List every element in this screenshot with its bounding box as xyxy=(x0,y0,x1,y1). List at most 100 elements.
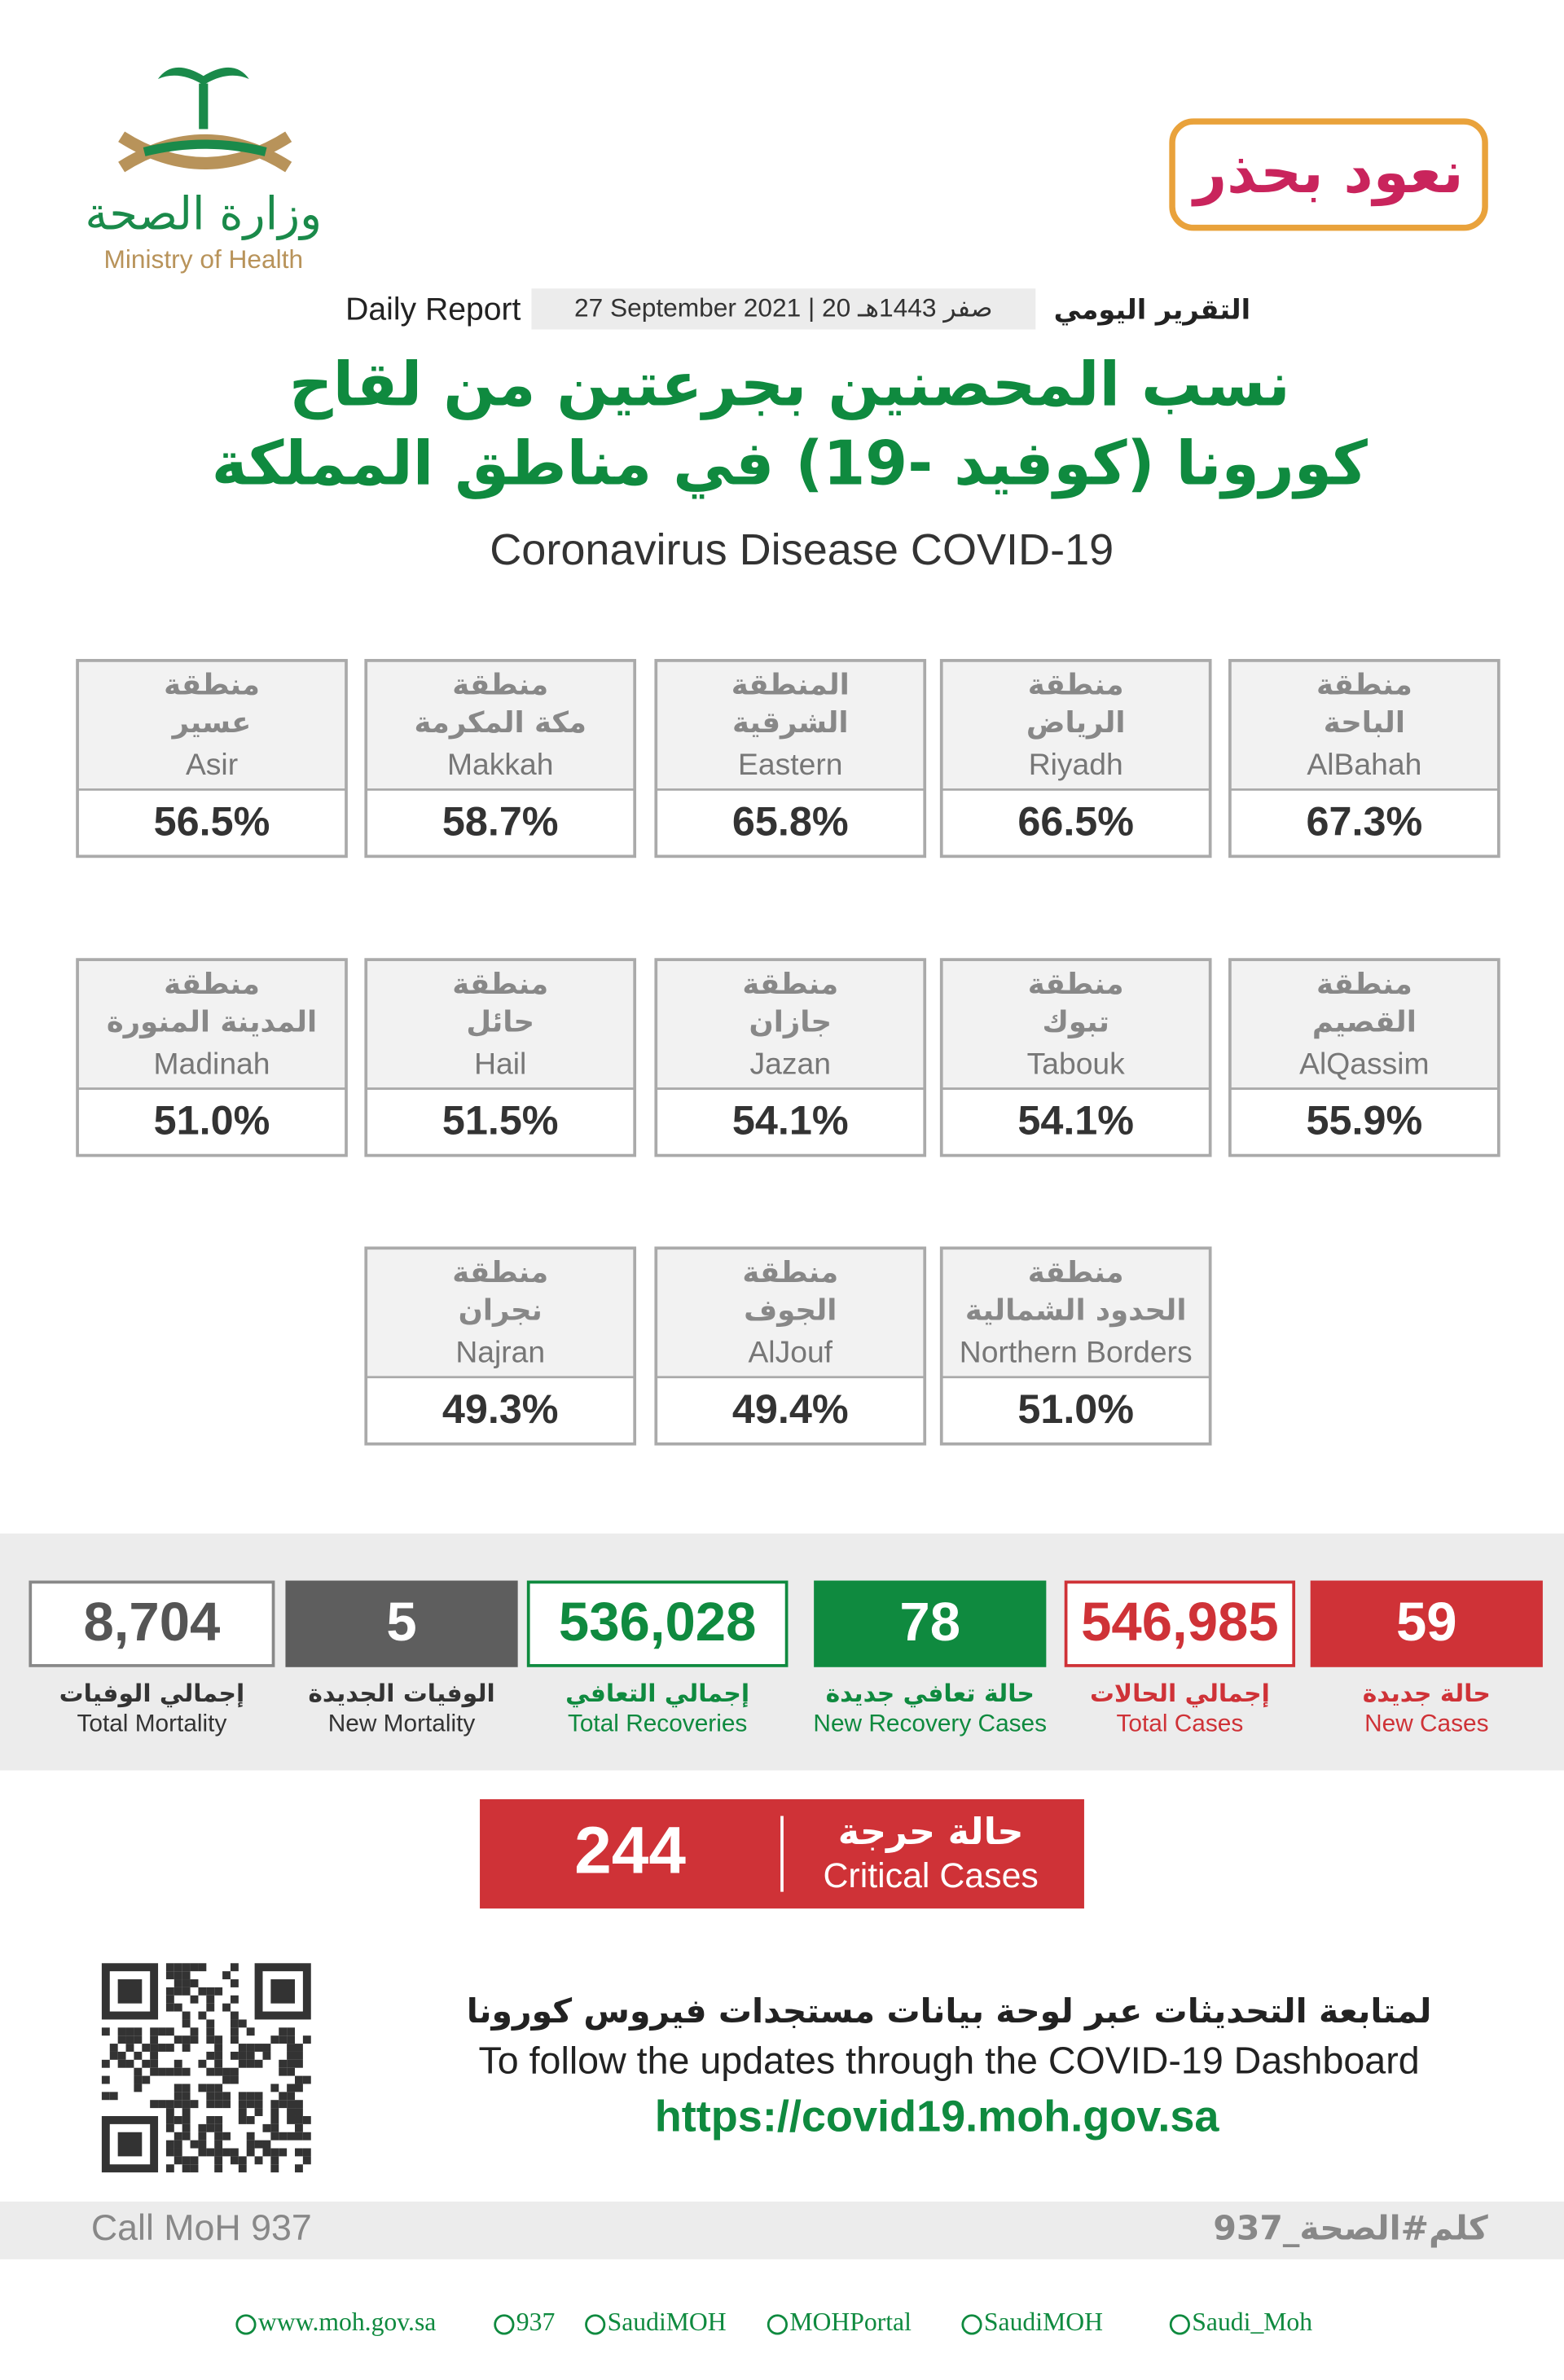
critical-value: 244 xyxy=(574,1814,686,1888)
social-link[interactable]: SaudiMOH xyxy=(984,2308,1103,2336)
stat-label-en: New Mortality xyxy=(328,1710,476,1737)
qr-module xyxy=(142,2044,151,2052)
region-header-bg xyxy=(656,660,925,790)
qr-module xyxy=(134,2035,143,2044)
qr-module xyxy=(134,2084,143,2092)
region-header-bg xyxy=(366,1248,635,1377)
qr-module xyxy=(206,2092,215,2101)
qr-module xyxy=(142,2075,151,2084)
qr-module xyxy=(230,2051,239,2060)
region-label: المنطقة xyxy=(731,669,850,702)
qr-module xyxy=(214,2123,223,2132)
critical-label-en: Critical Cases xyxy=(823,1856,1038,1895)
social-link[interactable]: SaudiMOH xyxy=(608,2308,727,2336)
qr-module xyxy=(214,1987,223,1996)
qr-module xyxy=(279,2067,288,2076)
qr-module xyxy=(174,2067,182,2076)
qr-module xyxy=(270,2100,279,2109)
stat-label-ar: إجمالي الوفيات xyxy=(59,1680,245,1708)
region-label: منطقة xyxy=(164,669,260,702)
social-link[interactable]: 937 xyxy=(516,2308,556,2336)
qr-module xyxy=(230,2011,239,2020)
qr-module xyxy=(270,2164,279,2173)
qr-module xyxy=(238,2044,247,2052)
qr-module xyxy=(295,2164,303,2173)
qr-module xyxy=(287,2132,296,2141)
qr-module xyxy=(182,1987,191,1996)
stat-label-en: New Recovery Cases xyxy=(813,1710,1047,1737)
stat-value: 78 xyxy=(899,1592,960,1653)
dashboard-en: To follow the updates through the COVID-… xyxy=(478,2040,1419,2082)
qr-module xyxy=(279,2148,288,2157)
region-label: منطقة xyxy=(452,1256,548,1289)
qr-module xyxy=(222,1971,231,1980)
qr-module xyxy=(302,2035,311,2044)
qr-module xyxy=(238,2115,247,2124)
region-name-ar: حائل xyxy=(466,1005,534,1039)
region-name-en: AlBahah xyxy=(1307,747,1421,781)
region-name-ar: المدينة المنورة xyxy=(107,1005,317,1039)
qr-module xyxy=(165,2100,174,2109)
qr-module xyxy=(150,2100,159,2109)
qr-module xyxy=(182,2108,191,2116)
stat-value: 59 xyxy=(1396,1592,1457,1653)
stat-label-ar: إجمالي الحالات xyxy=(1090,1680,1270,1708)
qr-module xyxy=(238,2108,247,2116)
qr-module xyxy=(174,2115,182,2124)
qr-module xyxy=(295,2123,303,2132)
stat-label-ar: إجمالي التعافي xyxy=(565,1680,749,1708)
social-link[interactable]: www.moh.gov.sa xyxy=(258,2308,436,2336)
qr-module xyxy=(182,2011,191,2020)
qr-module xyxy=(254,2100,263,2109)
qr-module xyxy=(174,1963,182,1972)
stat-box xyxy=(285,1580,518,1667)
qr-module xyxy=(150,2044,159,2052)
qr-module xyxy=(165,2164,174,2173)
region-box xyxy=(654,659,927,858)
qr-module xyxy=(270,2148,279,2157)
qr-module xyxy=(287,2044,296,2052)
qr-module xyxy=(174,2092,182,2101)
region-label: منطقة xyxy=(1316,968,1412,1001)
qr-module xyxy=(246,2115,255,2124)
qr-module xyxy=(230,2148,239,2157)
region-box xyxy=(76,958,348,1157)
stat-label-en: New Cases xyxy=(1364,1710,1488,1737)
qr-module xyxy=(287,2067,296,2076)
region-value: 54.1% xyxy=(732,1097,849,1144)
region-header-bg xyxy=(941,959,1210,1089)
region-value: 49.4% xyxy=(732,1385,849,1432)
region-name-ar: نجران xyxy=(459,1294,543,1328)
qr-module xyxy=(214,2084,223,2092)
qr-module xyxy=(174,1987,182,1996)
region-label: منطقة xyxy=(1316,669,1412,702)
qr-module xyxy=(174,2035,182,2044)
qr-module xyxy=(238,2019,247,2028)
qr-module xyxy=(101,2027,110,2036)
link-icon xyxy=(235,2314,257,2335)
social-link[interactable]: Saudi_Moh xyxy=(1192,2308,1312,2336)
region-name-en: Hail xyxy=(474,1046,526,1080)
qr-module xyxy=(238,2164,247,2173)
region-label: منطقة xyxy=(164,968,260,1001)
dashboard-url[interactable]: https://covid19.moh.gov.sa xyxy=(655,2092,1220,2141)
qr-module xyxy=(246,2051,255,2060)
region-header-bg xyxy=(1229,959,1499,1089)
region-value: 51.5% xyxy=(442,1097,559,1144)
qr-module xyxy=(287,2027,296,2036)
qr-module xyxy=(230,1963,239,1972)
qr-module xyxy=(214,2156,223,2165)
qr-module xyxy=(254,2108,263,2116)
social-link[interactable]: MOHPortal xyxy=(789,2308,912,2336)
qr-finder xyxy=(117,1979,143,2004)
region-box xyxy=(1228,659,1500,858)
qr-module xyxy=(109,2044,118,2052)
qr-module xyxy=(182,2123,191,2132)
region-name-en: Makkah xyxy=(447,747,553,781)
qr-module xyxy=(174,1971,182,1980)
qr-module xyxy=(222,2003,231,2012)
qr-module xyxy=(246,2140,255,2149)
qr-module xyxy=(174,2084,182,2092)
stat-box xyxy=(526,1580,789,1667)
qr-module xyxy=(101,2075,110,2084)
